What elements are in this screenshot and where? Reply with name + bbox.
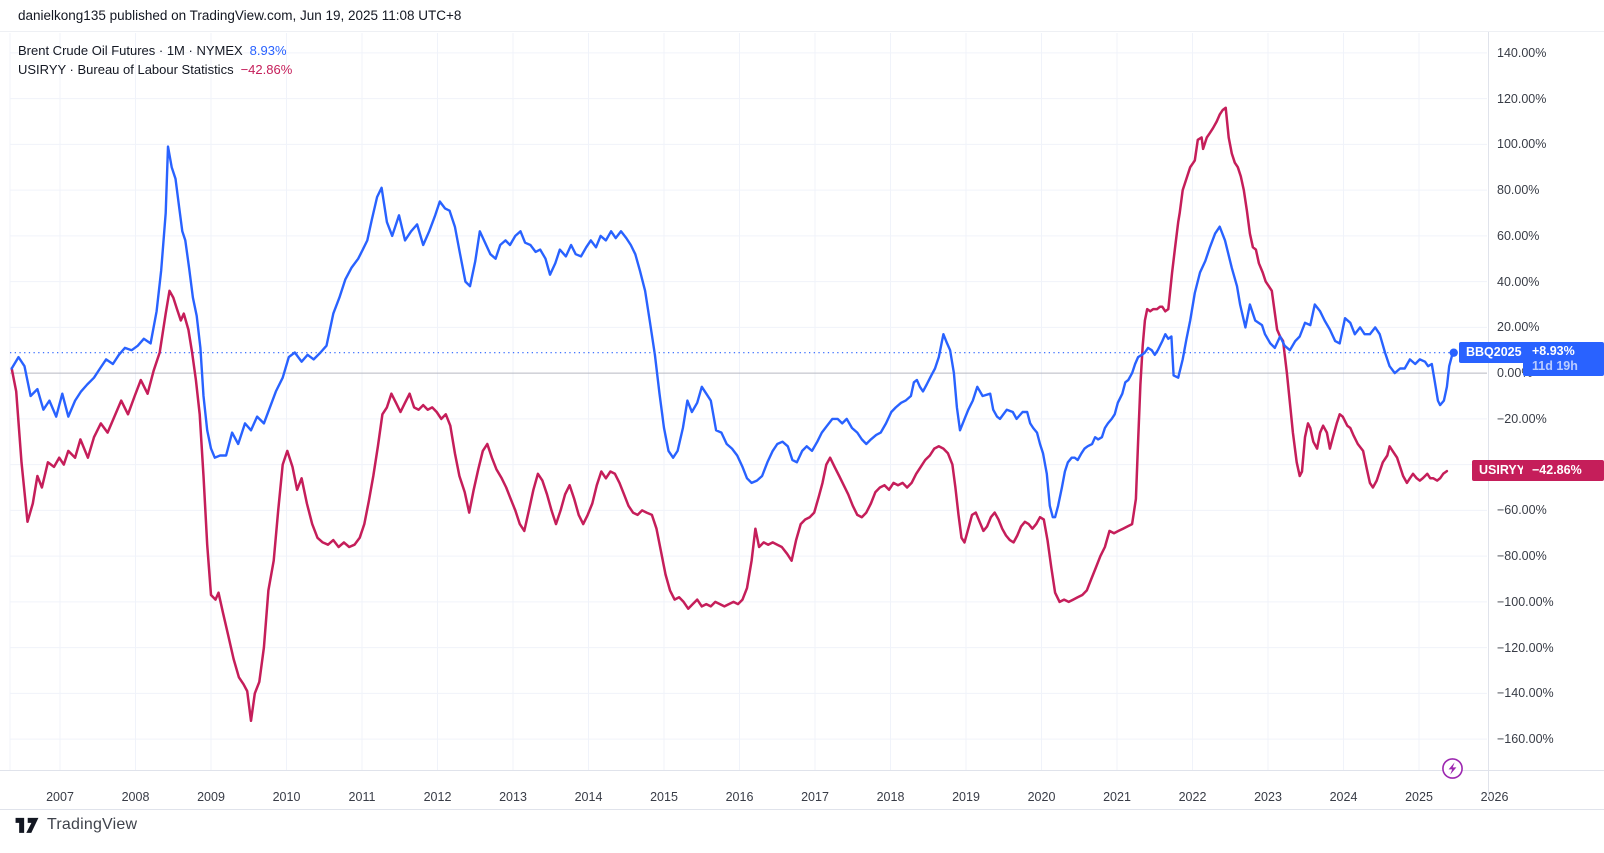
usiryy-price-axis-label[interactable]: −42.86% (1523, 460, 1604, 481)
y-axis-tick: −160.00% (1497, 732, 1554, 747)
x-axis-tick: 2015 (650, 790, 678, 804)
usiryy-series-line[interactable] (10, 106, 1449, 723)
y-axis-tick: −20.00% (1497, 411, 1547, 426)
legend-series-usiryy[interactable]: USIRYY · Bureau of Labour Statistics −42.… (18, 60, 292, 79)
brent-ticker-text: BBQ2025 (1466, 345, 1522, 359)
y-axis-tick: 60.00% (1497, 228, 1540, 243)
usiryy-last-value: −42.86% (1532, 463, 1582, 477)
x-axis-tick: 2019 (952, 790, 980, 804)
y-axis-tick: 140.00% (1497, 45, 1547, 60)
brent-price-axis-label[interactable]: +8.93% 11d 19h (1523, 342, 1604, 376)
x-axis-tick: 2020 (1027, 790, 1056, 804)
y-axis-tick: 40.00% (1497, 274, 1540, 289)
x-axis-tick: 2021 (1103, 790, 1131, 804)
x-axis-tick: 2008 (121, 790, 150, 804)
y-axis-tick: −80.00% (1497, 549, 1547, 564)
x-axis-tick: 2016 (725, 790, 754, 804)
x-axis-tick: 2022 (1178, 790, 1207, 804)
brent-last-point-marker (1449, 348, 1458, 357)
x-axis-tick: 2011 (348, 790, 376, 804)
x-axis-tick: 2010 (272, 790, 301, 804)
x-axis-tick: 2026 (1480, 790, 1509, 804)
x-axis-tick: 2009 (197, 790, 225, 804)
lightning-icon[interactable] (1437, 753, 1468, 784)
brent-expiry-countdown: 11d 19h (1532, 359, 1578, 373)
legend-series-brent[interactable]: Brent Crude Oil Futures · 1M · NYMEX 8.93… (18, 41, 292, 60)
x-axis-tick: 2018 (876, 790, 905, 804)
tradingview-logo-icon (15, 817, 39, 833)
x-axis-tick: 2023 (1254, 790, 1282, 804)
brent-ticker-label[interactable]: BBQ2025 (1459, 342, 1529, 363)
usiryy-ticker-text: USIRYY (1479, 463, 1526, 477)
x-axis-tick: 2025 (1405, 790, 1433, 804)
y-axis-tick: 20.00% (1497, 320, 1540, 335)
y-axis-tick: −140.00% (1497, 686, 1554, 701)
x-axis-tick: 2013 (499, 790, 527, 804)
publish-text: danielkong135 published on TradingView.c… (18, 8, 462, 23)
y-axis-tick: 80.00% (1497, 183, 1540, 198)
usiryy-ticker-label[interactable]: USIRYY (1472, 460, 1533, 481)
x-axis-tick: 2017 (801, 790, 829, 804)
legend-brent-title: Brent Crude Oil Futures · 1M · NYMEX (18, 43, 243, 58)
publish-header: danielkong135 published on TradingView.c… (0, 0, 1604, 32)
legend-usiryy-title: USIRYY · Bureau of Labour Statistics (18, 62, 234, 77)
chart-legend: Brent Crude Oil Futures · 1M · NYMEX 8.93… (18, 41, 292, 79)
x-axis-tick: 2014 (574, 790, 603, 804)
brent-series-line[interactable] (10, 145, 1455, 519)
y-axis-tick: −60.00% (1497, 503, 1547, 518)
tradingview-brand-text: TradingView (47, 816, 138, 833)
time-scale-separator (0, 770, 1604, 771)
footer-separator (0, 809, 1604, 810)
legend-usiryy-value: −42.86% (240, 62, 293, 77)
price-scale-separator (1488, 32, 1489, 797)
legend-brent-value: 8.93% (249, 43, 287, 58)
x-axis-tick: 2012 (423, 790, 452, 804)
y-axis-tick: 120.00% (1497, 91, 1547, 106)
y-axis-tick: 100.00% (1497, 137, 1547, 152)
x-axis-tick: 2024 (1329, 790, 1358, 804)
brent-last-value: +8.93% (1532, 344, 1575, 358)
tradingview-brand-link[interactable]: TradingView (14, 815, 137, 835)
x-axis-tick: 2007 (46, 790, 74, 804)
y-axis-tick: −100.00% (1497, 594, 1554, 609)
y-axis-tick: −120.00% (1497, 640, 1554, 655)
